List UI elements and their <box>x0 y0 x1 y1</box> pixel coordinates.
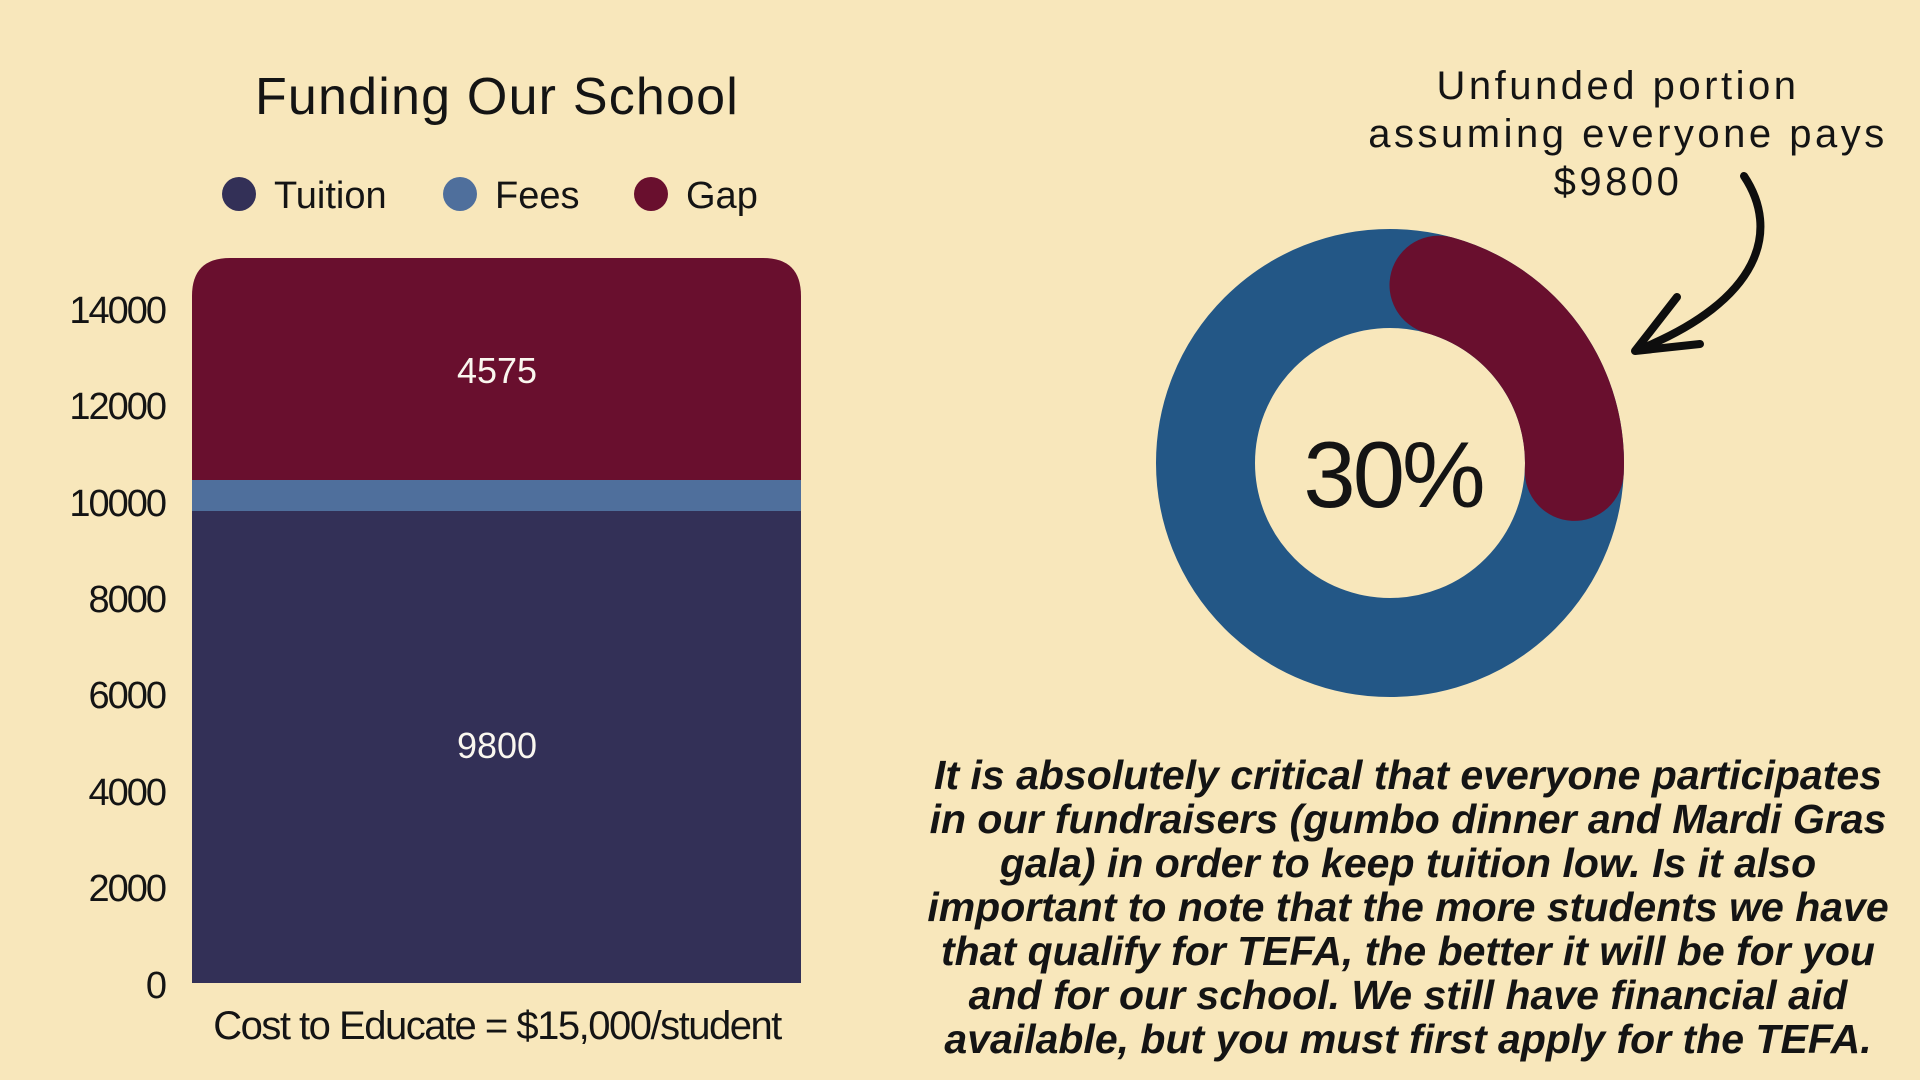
svg-text:gala) in order to keep tuition: gala) in order to keep tuition low. Is i… <box>999 840 1816 886</box>
svg-text:14000: 14000 <box>69 290 166 332</box>
svg-text:Gap: Gap <box>686 175 758 217</box>
svg-text:0: 0 <box>146 965 166 1007</box>
svg-text:and for our school. We still h: and for our school. We still have financ… <box>969 972 1849 1018</box>
svg-text:assuming everyone pays: assuming everyone pays <box>1368 112 1887 156</box>
svg-text:Cost to Educate = $15,000/stud: Cost to Educate = $15,000/student <box>213 1004 782 1048</box>
svg-text:12000: 12000 <box>69 386 166 428</box>
svg-text:8000: 8000 <box>88 579 165 621</box>
svg-text:6000: 6000 <box>88 675 165 717</box>
svg-text:that qualify for TEFA, the bet: that qualify for TEFA, the better it wil… <box>941 928 1875 974</box>
svg-text:Funding Our School: Funding Our School <box>255 68 739 126</box>
svg-text:30%: 30% <box>1303 422 1483 527</box>
svg-text:important to note that the mor: important to note that the more students… <box>927 884 1888 930</box>
svg-text:4000: 4000 <box>88 772 165 814</box>
svg-text:9800: 9800 <box>457 725 537 766</box>
svg-text:in our fundraisers (gumbo dinn: in our fundraisers (gumbo dinner and Mar… <box>930 796 1887 842</box>
svg-text:Tuition: Tuition <box>274 175 387 217</box>
svg-text:Fees: Fees <box>495 175 579 217</box>
svg-text:4575: 4575 <box>457 350 537 391</box>
svg-text:Unfunded portion: Unfunded portion <box>1437 64 1800 108</box>
svg-text:It is absolutely critical that: It is absolutely critical that everyone … <box>934 752 1882 798</box>
svg-text:2000: 2000 <box>88 868 165 910</box>
svg-text:available, but you must first: available, but you must first apply for … <box>944 1016 1871 1062</box>
svg-text:10000: 10000 <box>69 483 166 525</box>
svg-text:$9800: $9800 <box>1554 160 1683 204</box>
